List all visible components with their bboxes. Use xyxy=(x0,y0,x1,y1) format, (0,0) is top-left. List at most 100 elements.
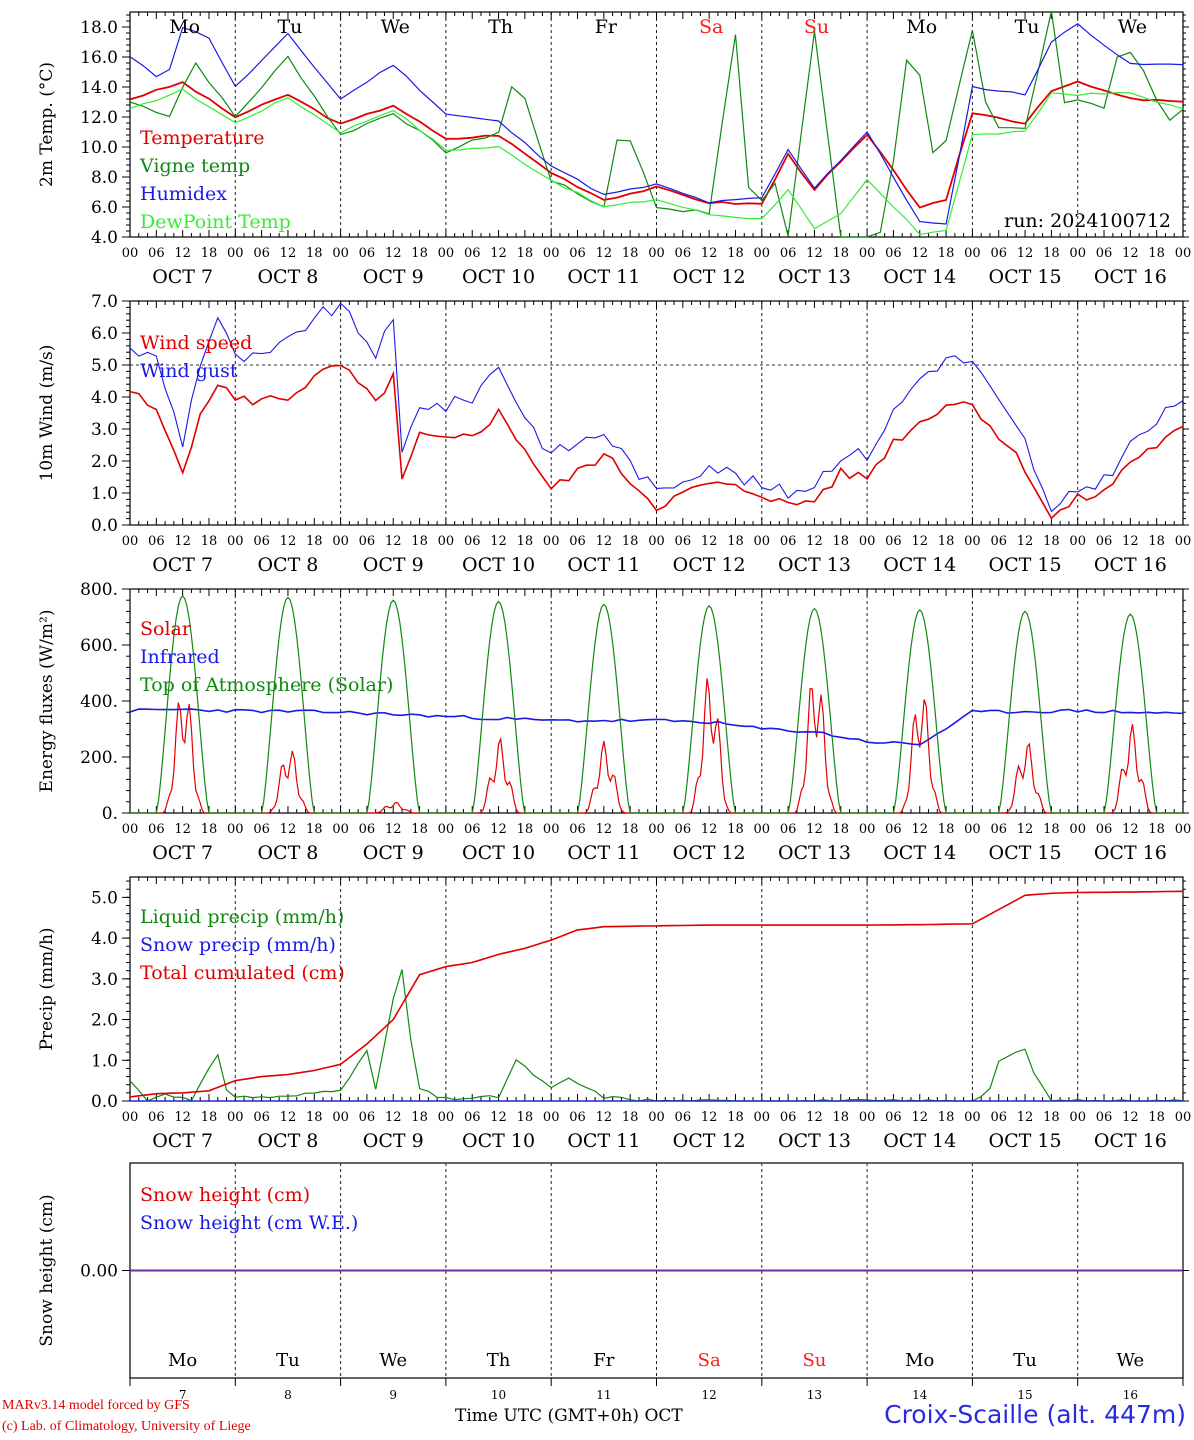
date-label: OCT 16 xyxy=(1094,554,1167,576)
y-tick-label: 0. xyxy=(102,804,118,824)
legend-liquid-precip-mm-h: Liquid precip (mm/h) xyxy=(140,906,344,928)
y-tick-label: 16.0 xyxy=(80,48,118,68)
date-label: OCT 15 xyxy=(989,1130,1062,1152)
hour-label: 06 xyxy=(148,822,165,837)
y-tick-label: 0.0 xyxy=(91,1092,118,1112)
hour-label: 06 xyxy=(675,1110,692,1125)
weekday-label-top: We xyxy=(1118,16,1147,38)
credit-model: MARv3.14 model forced by GFS xyxy=(2,1398,190,1413)
legend-total-cumulated-cm: Total cumulated (cm) xyxy=(140,962,345,984)
panel-labels: 4.0 6.0 8.0 10.0 12.0 14.0 16.0 18.0 2m Temp. (°… xyxy=(37,16,1191,1402)
date-label: OCT 9 xyxy=(363,554,424,576)
hour-label: 00 xyxy=(332,822,349,837)
hour-label: 12 xyxy=(280,1110,297,1125)
date-label: OCT 10 xyxy=(462,266,535,288)
date-label: OCT 14 xyxy=(883,1130,956,1152)
hour-label: 06 xyxy=(1096,534,1113,549)
legend-snow-precip-mm-h: Snow precip (mm/h) xyxy=(140,934,336,956)
hour-label: 18 xyxy=(517,534,534,549)
hour-label: 00 xyxy=(543,534,560,549)
day-number-label: 14 xyxy=(912,1388,928,1402)
panel-3 xyxy=(122,588,1189,814)
hour-label: 00 xyxy=(122,534,139,549)
hour-label: 00 xyxy=(438,1110,455,1125)
hour-label: 00 xyxy=(648,246,665,261)
legend-snow-height-cm-w-e: Snow height (cm W.E.) xyxy=(140,1212,358,1234)
hour-label: 06 xyxy=(359,246,376,261)
y-tick-label: 1.0 xyxy=(91,1051,118,1071)
hour-label: 06 xyxy=(780,1110,797,1125)
hour-label: 06 xyxy=(675,246,692,261)
hour-label: 12 xyxy=(174,1110,191,1125)
hour-label: 00 xyxy=(648,534,665,549)
hour-label: 12 xyxy=(1122,534,1139,549)
hour-label: 18 xyxy=(1148,534,1165,549)
hour-label: 00 xyxy=(122,1110,139,1125)
hour-label: 06 xyxy=(1096,822,1113,837)
hour-label: 06 xyxy=(990,1110,1007,1125)
hour-label: 06 xyxy=(569,822,586,837)
y-tick-label: 18.0 xyxy=(80,18,118,38)
hour-label: 12 xyxy=(911,534,928,549)
y-axis-title: 2m Temp. (°C) xyxy=(37,62,57,187)
station-name: Croix-Scaille (alt. 447m) xyxy=(884,1400,1186,1429)
hour-label: 06 xyxy=(464,534,481,549)
day-number-label: 15 xyxy=(1017,1388,1032,1402)
hour-label: 18 xyxy=(833,534,850,549)
series-humidex xyxy=(129,23,1184,225)
legend-wind-speed: Wind speed xyxy=(140,332,252,354)
day-number-label: 7 xyxy=(179,1388,187,1402)
hour-label: 06 xyxy=(569,246,586,261)
hour-label: 18 xyxy=(306,1110,323,1125)
hour-label: 06 xyxy=(990,534,1007,549)
hour-label: 06 xyxy=(1096,1110,1113,1125)
hour-label: 06 xyxy=(359,534,376,549)
hour-label: 18 xyxy=(517,1110,534,1125)
hour-label: 00 xyxy=(543,822,560,837)
day-number-label: 11 xyxy=(596,1388,611,1402)
y-tick-label: 10.0 xyxy=(80,138,118,158)
hour-label: 00 xyxy=(122,246,139,261)
hour-label: 06 xyxy=(148,246,165,261)
y-tick-label: 6.0 xyxy=(91,324,118,344)
series-top-of-atmosphere-solar xyxy=(130,595,1183,814)
date-label: OCT 12 xyxy=(673,1130,746,1152)
date-label: OCT 12 xyxy=(673,554,746,576)
hour-label: 12 xyxy=(174,246,191,261)
weekday-label-top: Tu xyxy=(277,16,302,38)
y-axis-title: Energy fluxes (W/m²) xyxy=(37,610,57,793)
panel-1 xyxy=(122,11,1189,238)
hour-label: 06 xyxy=(464,246,481,261)
legend-humidex: Humidex xyxy=(140,183,227,205)
series-total-cumulated-cm xyxy=(129,890,1184,1098)
series-infrared xyxy=(129,708,1184,746)
hour-label: 00 xyxy=(1069,534,1086,549)
hour-label: 00 xyxy=(964,534,981,549)
date-label: OCT 15 xyxy=(989,266,1062,288)
hour-label: 12 xyxy=(596,822,613,837)
date-label: OCT 12 xyxy=(673,842,746,864)
hour-label: 12 xyxy=(911,822,928,837)
hour-label: 00 xyxy=(859,246,876,261)
hour-label: 18 xyxy=(622,534,639,549)
hour-label: 00 xyxy=(1175,246,1192,261)
hour-label: 00 xyxy=(122,822,139,837)
hour-label: 06 xyxy=(569,534,586,549)
date-label: OCT 13 xyxy=(778,1130,851,1152)
weekday-label-bottom: Mo xyxy=(168,1350,197,1371)
hour-label: 06 xyxy=(253,822,270,837)
hour-label: 06 xyxy=(885,822,902,837)
legend-dewpoint-temp: DewPoint Temp xyxy=(140,211,291,233)
hour-label: 00 xyxy=(964,246,981,261)
hour-label: 18 xyxy=(833,822,850,837)
date-label: OCT 10 xyxy=(462,554,535,576)
y-tick-label: 800. xyxy=(80,580,118,600)
hour-label: 12 xyxy=(490,534,507,549)
y-axis-title: Snow height (cm) xyxy=(37,1194,57,1346)
hour-label: 12 xyxy=(1017,534,1034,549)
weekday-label-top: Th xyxy=(488,16,513,38)
weekday-label-top: Su xyxy=(804,16,829,38)
hour-label: 18 xyxy=(727,246,744,261)
hour-label: 18 xyxy=(411,534,428,549)
hour-label: 12 xyxy=(701,822,718,837)
